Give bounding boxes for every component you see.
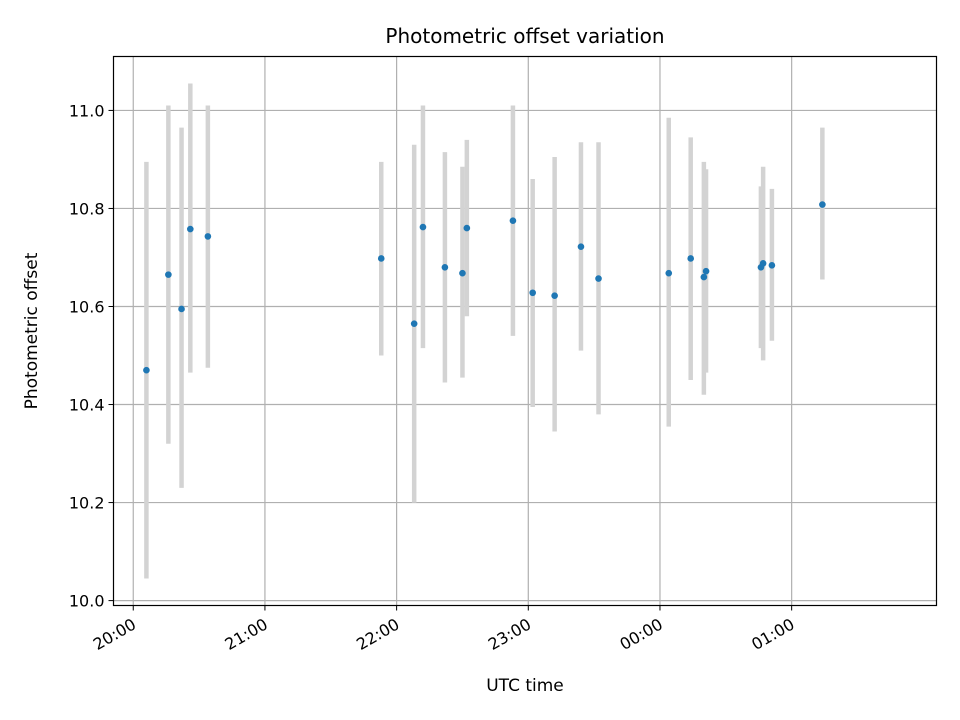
y-tick-label: 10.2 [69, 494, 105, 513]
data-point [687, 255, 694, 262]
data-point [819, 201, 826, 208]
x-axis-title: UTC time [486, 676, 564, 696]
data-point [509, 217, 517, 225]
data-point [441, 263, 449, 271]
plot-frame [112, 55, 938, 607]
data-point [759, 260, 767, 267]
data-point [459, 269, 466, 277]
y-tick-label: 11.0 [69, 101, 105, 120]
data-point [410, 320, 418, 327]
y-ticks: 10.0 10.2 10.4 10.6 10.8 11.0 [69, 101, 114, 611]
data-point [204, 233, 212, 240]
data-point [178, 305, 185, 313]
y-tick-label: 10.8 [69, 199, 105, 218]
data-point [577, 243, 585, 250]
markers [143, 201, 826, 374]
y-axis-title: Photometric offset [22, 252, 42, 409]
data-point [165, 271, 172, 278]
data-point [419, 223, 427, 231]
grid [113, 56, 937, 606]
data-point [143, 366, 150, 374]
data-point [187, 225, 194, 233]
data-point [665, 269, 673, 277]
y-tick-label: 10.6 [69, 297, 105, 316]
y-tick-label: 10.0 [69, 592, 105, 611]
data-point [377, 255, 385, 262]
data-point [768, 262, 776, 269]
data-point [551, 292, 558, 300]
data-point [595, 275, 602, 282]
chart-title: Photometric offset variation [385, 24, 664, 48]
data-point [702, 267, 710, 275]
data-point [463, 224, 471, 232]
data-point [700, 273, 708, 281]
data-point [529, 289, 536, 297]
y-tick-label: 10.4 [69, 396, 105, 415]
